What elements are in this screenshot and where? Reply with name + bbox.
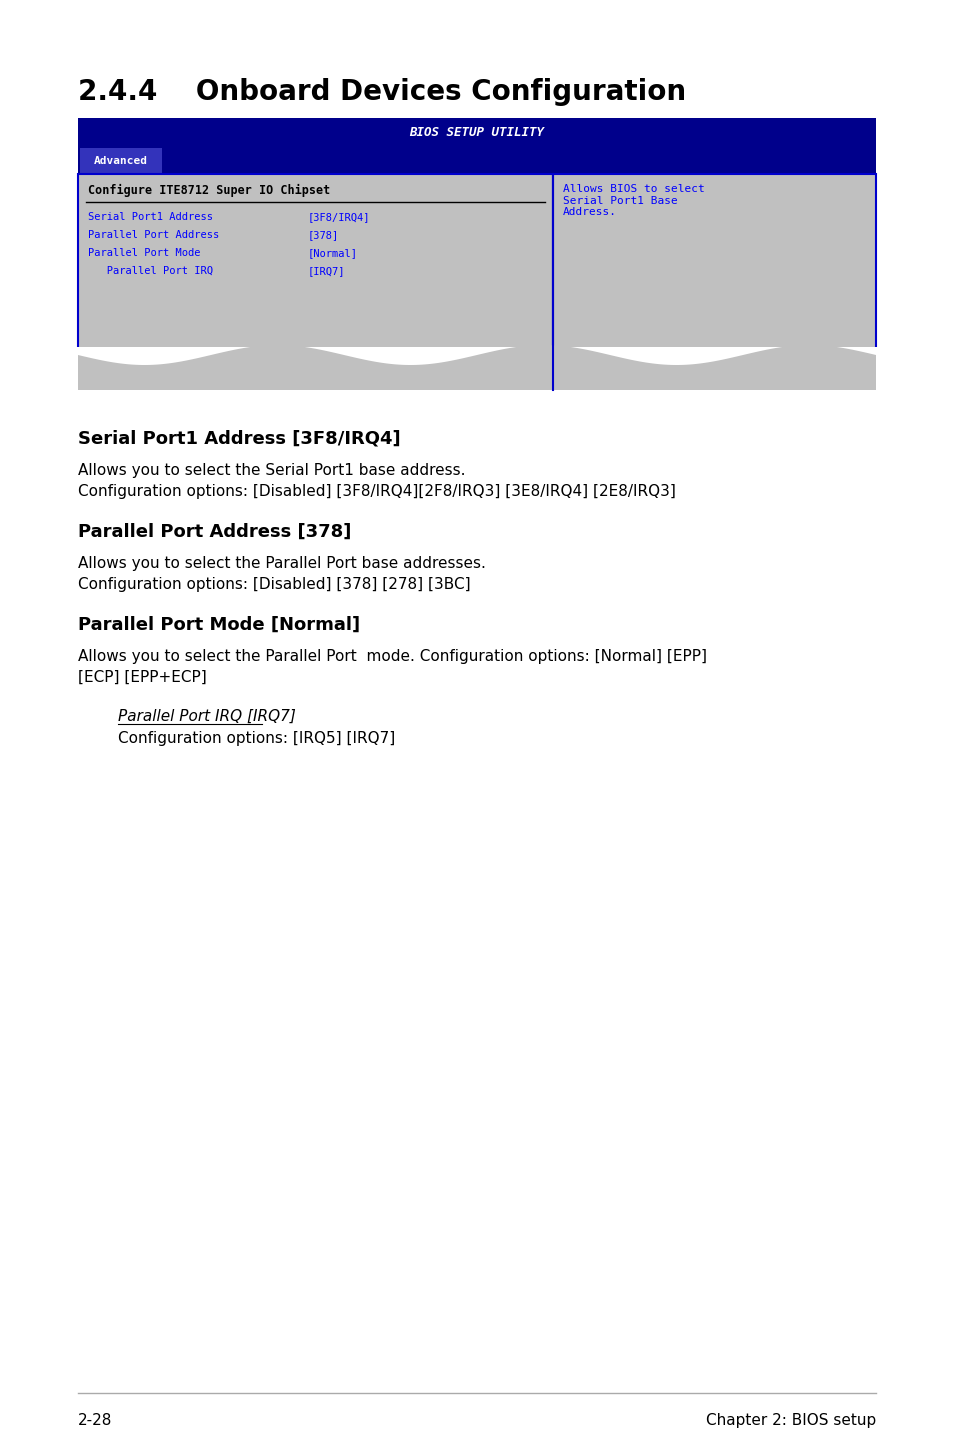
Text: Configuration options: [Disabled] [3F8/IRQ4][2F8/IRQ3] [3E8/IRQ4] [2E8/IRQ3]: Configuration options: [Disabled] [3F8/I…	[78, 485, 675, 499]
Bar	[78, 174, 552, 365]
Text: 2.4.4    Onboard Devices Configuration: 2.4.4 Onboard Devices Configuration	[78, 78, 685, 106]
Text: Configuration options: [Disabled] [378] [278] [3BC]: Configuration options: [Disabled] [378] …	[78, 577, 470, 592]
Text: Parallel Port IRQ [IRQ7]: Parallel Port IRQ [IRQ7]	[118, 709, 295, 723]
Text: [Normal]: [Normal]	[308, 247, 357, 257]
Bar	[80, 148, 162, 174]
Text: Serial Port1 Address: Serial Port1 Address	[88, 211, 213, 221]
Text: [3F8/IRQ4]: [3F8/IRQ4]	[308, 211, 370, 221]
Text: 2-28: 2-28	[78, 1414, 112, 1428]
Text: Parallel Port Mode [Normal]: Parallel Port Mode [Normal]	[78, 615, 359, 634]
Bar	[76, 347, 877, 367]
Text: Parallel Port Address [378]: Parallel Port Address [378]	[78, 523, 351, 541]
Polygon shape	[78, 345, 875, 390]
Text: Parallel Port Mode: Parallel Port Mode	[88, 247, 200, 257]
Text: Serial Port1 Address [3F8/IRQ4]: Serial Port1 Address [3F8/IRQ4]	[78, 430, 400, 449]
Bar	[78, 118, 875, 147]
Text: Advanced: Advanced	[94, 155, 148, 165]
Text: [ECP] [EPP+ECP]: [ECP] [EPP+ECP]	[78, 670, 207, 684]
Text: Allows you to select the Parallel Port base addresses.: Allows you to select the Parallel Port b…	[78, 557, 485, 571]
Text: Configuration options: [IRQ5] [IRQ7]: Configuration options: [IRQ5] [IRQ7]	[118, 731, 395, 746]
Text: [378]: [378]	[308, 230, 339, 240]
Bar	[78, 147, 875, 174]
Text: Allows you to select the Parallel Port  mode. Configuration options: [Normal] [E: Allows you to select the Parallel Port m…	[78, 649, 706, 664]
Bar	[552, 174, 875, 365]
Text: Configure ITE8712 Super IO Chipset: Configure ITE8712 Super IO Chipset	[88, 184, 330, 197]
Text: Allows BIOS to select
Serial Port1 Base
Address.: Allows BIOS to select Serial Port1 Base …	[562, 184, 704, 217]
Text: Parallel Port IRQ: Parallel Port IRQ	[88, 266, 213, 276]
Text: Chapter 2: BIOS setup: Chapter 2: BIOS setup	[705, 1414, 875, 1428]
Text: BIOS SETUP UTILITY: BIOS SETUP UTILITY	[409, 125, 544, 138]
Text: [IRQ7]: [IRQ7]	[308, 266, 345, 276]
Text: Parallel Port Address: Parallel Port Address	[88, 230, 219, 240]
Text: Allows you to select the Serial Port1 base address.: Allows you to select the Serial Port1 ba…	[78, 463, 465, 477]
